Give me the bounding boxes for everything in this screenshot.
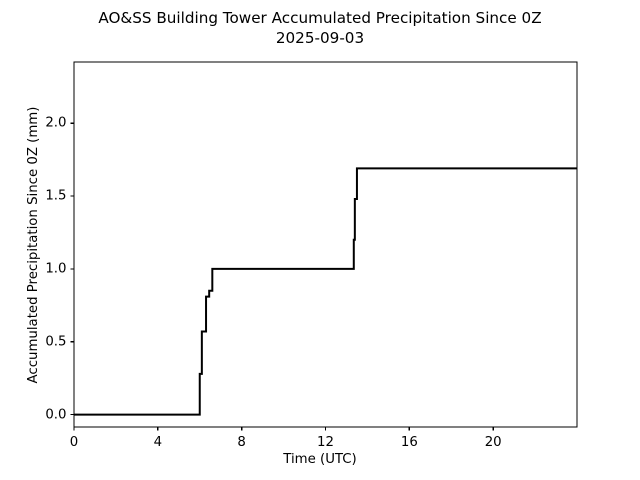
y-tick-label: 2.0 [45, 115, 67, 131]
y-tick-label: 1.5 [45, 188, 67, 204]
y-tick-label: 0.5 [45, 334, 67, 350]
x-tick-label: 4 [153, 434, 163, 450]
precipitation-step-line [74, 167, 577, 416]
y-tick-label: 0.0 [45, 406, 67, 422]
x-tick-label: 8 [237, 434, 246, 450]
axis-ticks [70, 122, 494, 431]
x-tick-label: 20 [484, 434, 502, 450]
chart-title-line2: 2025-09-03 [275, 29, 365, 47]
chart-title: AO&SS Building Tower Accumulated Precipi… [0, 8, 640, 48]
x-axis-label: Time (UTC) [283, 452, 357, 467]
axes-background [73, 61, 578, 428]
y-tick-label: 1.0 [45, 261, 67, 277]
chart-title-line1: AO&SS Building Tower Accumulated Precipi… [98, 9, 542, 27]
data-series-group [74, 167, 577, 416]
y-axis-label: Accumulated Precipitation Since 0Z (mm) [26, 106, 41, 383]
axes-frame [73, 61, 578, 428]
x-tick-label: 12 [317, 434, 334, 450]
x-tick-label: 16 [400, 434, 418, 450]
x-tick-label: 0 [69, 434, 79, 450]
